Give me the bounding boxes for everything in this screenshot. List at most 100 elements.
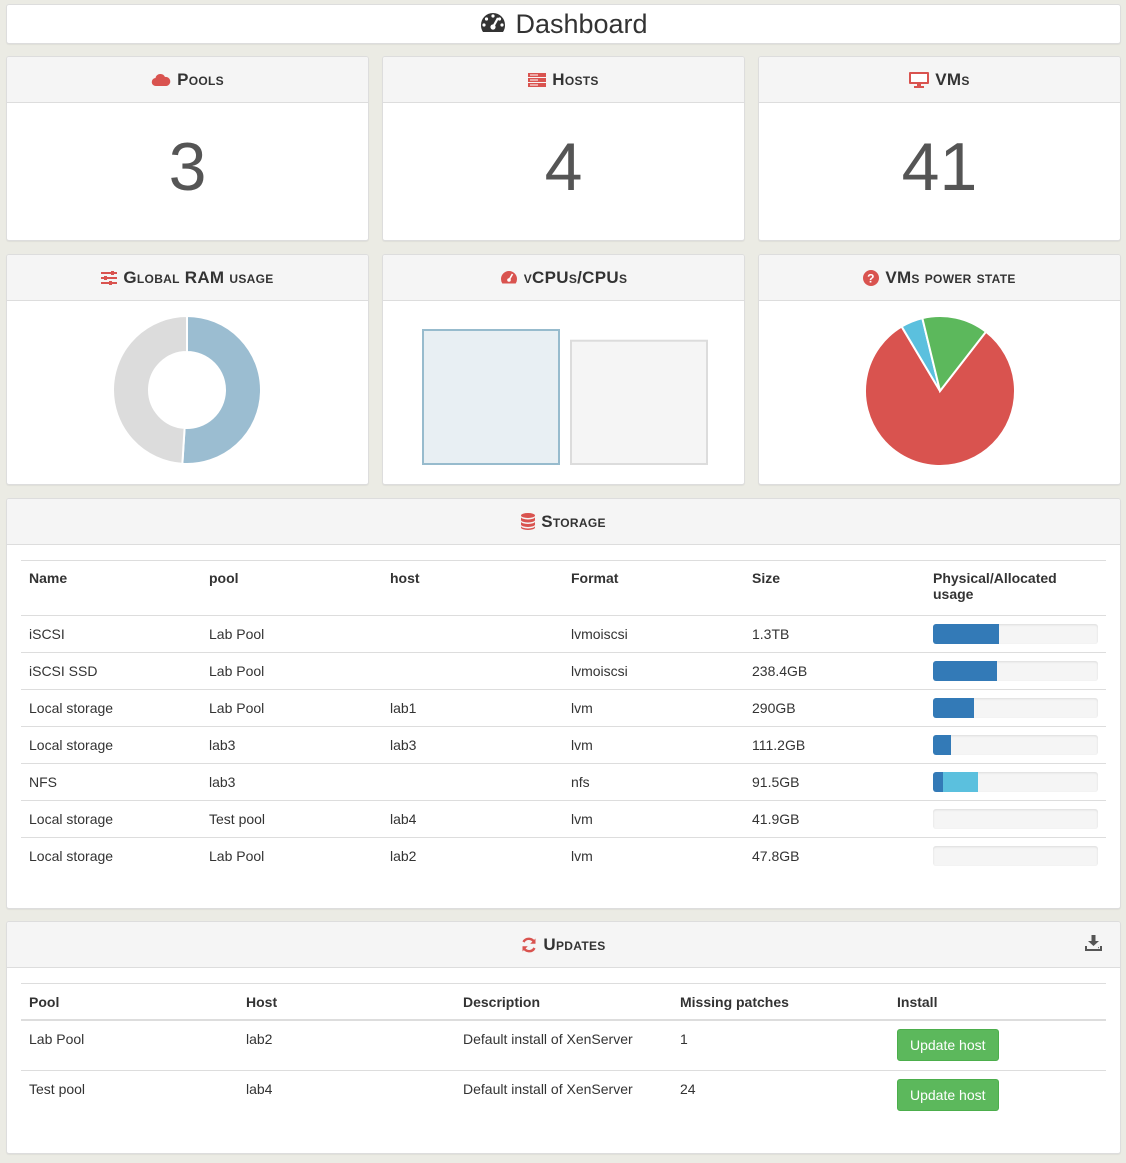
updates-panel: Updates Pool Host Description Missing pa… xyxy=(6,921,1121,1154)
update-cell-description: Default install of XenServer xyxy=(455,1019,672,1071)
storage-cell-format: lvm xyxy=(563,726,744,764)
power-panel: ? VMs power state xyxy=(758,254,1121,485)
physical-usage-fill xyxy=(933,735,952,755)
update-row: Lab Pool lab2 Default install of XenServer… xyxy=(21,1019,1106,1071)
svg-text:?: ? xyxy=(868,271,876,285)
physical-usage-fill xyxy=(933,661,998,681)
usage-progress-bar xyxy=(933,772,1098,792)
download-icon[interactable] xyxy=(1085,935,1102,956)
storage-row: iSCSI SSD Lab Pool lvmoiscsi 238.4GB xyxy=(21,652,1106,690)
usage-progress-bar xyxy=(933,624,1098,644)
power-pie-chart xyxy=(864,315,1016,467)
page-title: Dashboard xyxy=(515,8,648,39)
storage-cell-size: 47.8GB xyxy=(752,848,800,864)
col-usage: Physical/Allocated usage xyxy=(925,560,1106,616)
cpu-title: vCPUs/CPUs xyxy=(523,267,628,287)
storage-cell-pool: Lab Pool xyxy=(201,689,382,727)
sliders-icon xyxy=(101,270,118,285)
storage-cell-size: 238.4GB xyxy=(744,652,925,690)
question-circle-icon: ? xyxy=(863,269,880,286)
refresh-icon xyxy=(521,937,537,953)
storage-cell-name: iSCSI SSD xyxy=(21,652,201,690)
allocated-usage-fill xyxy=(942,772,978,792)
storage-cell-name: NFS xyxy=(21,763,201,801)
hosts-heading: Hosts xyxy=(383,57,744,103)
physical-usage-fill xyxy=(933,624,999,644)
storage-cell-format: lvmoiscsi xyxy=(563,652,744,690)
storage-header-row: Name pool host Format Size Physical/Allo… xyxy=(21,560,1106,616)
storage-cell-pool: Lab Pool xyxy=(201,615,382,653)
storage-row: Local storage Lab Pool lab2 lvm 47.8GB xyxy=(21,838,1106,875)
cpu-bar xyxy=(570,339,708,465)
storage-panel: Storage Name pool host Format Size Physi… xyxy=(6,498,1121,909)
cpu-heading: vCPUs/CPUs xyxy=(383,255,744,301)
cpu-bar-chart xyxy=(422,329,708,465)
updates-table: Pool Host Description Missing patches In… xyxy=(21,983,1106,1122)
update-row: Test pool lab4 Default install of XenServe… xyxy=(21,1071,1106,1122)
storage-row: Local storage Lab Pool lab1 lvm 290GB xyxy=(21,689,1106,727)
ram-title: Global RAM usage xyxy=(123,267,274,287)
ram-slice xyxy=(181,314,262,465)
storage-cell-format: lvm xyxy=(563,689,744,727)
storage-cell-format: lvm xyxy=(571,848,593,864)
col-host: Host xyxy=(238,983,455,1021)
col-name: Name xyxy=(21,560,201,616)
update-cell-install: Update host xyxy=(889,1019,1106,1071)
update-cell-pool: Test pool xyxy=(29,1081,86,1097)
update-host-button[interactable]: Update host xyxy=(897,1079,999,1111)
vms-heading: VMs xyxy=(759,57,1120,103)
pools-panel: Pools 3 xyxy=(6,56,369,241)
storage-cell-format: lvmoiscsi xyxy=(563,615,744,653)
storage-cell-pool: Test pool xyxy=(201,800,382,838)
update-cell-host: lab4 xyxy=(246,1081,273,1097)
storage-cell-size: 91.5GB xyxy=(744,763,925,801)
monitor-icon xyxy=(909,71,930,88)
storage-row: NFS lab3 nfs 91.5GB xyxy=(21,763,1106,801)
col-description: Description xyxy=(455,983,672,1021)
physical-usage-fill xyxy=(933,772,943,792)
storage-title: Storage xyxy=(541,511,606,531)
update-cell-description: Default install of XenServer xyxy=(463,1081,633,1097)
storage-cell-name: Local storage xyxy=(29,848,114,864)
dashboard-icon xyxy=(500,270,518,285)
usage-progress-bar xyxy=(933,809,1098,829)
dashboard-icon xyxy=(479,11,507,38)
col-host: host xyxy=(382,560,563,616)
storage-cell-host xyxy=(382,615,563,653)
hosts-panel: Hosts 4 xyxy=(382,56,745,241)
storage-row: iSCSI Lab Pool lvmoiscsi 1.3TB xyxy=(21,615,1106,653)
storage-heading: Storage xyxy=(7,499,1120,545)
storage-cell-format: lvm xyxy=(563,800,744,838)
storage-cell-usage xyxy=(925,763,1106,801)
update-host-button[interactable]: Update host xyxy=(897,1028,999,1061)
storage-cell-usage xyxy=(925,838,1106,875)
power-slice xyxy=(864,325,1016,467)
storage-table: Name pool host Format Size Physical/Allo… xyxy=(21,560,1106,875)
storage-cell-host: lab3 xyxy=(382,726,563,764)
power-heading: ? VMs power state xyxy=(759,255,1120,301)
storage-cell-host xyxy=(382,763,563,801)
storage-cell-usage xyxy=(925,652,1106,690)
power-title: VMs power state xyxy=(885,267,1016,287)
storage-cell-pool: lab3 xyxy=(201,726,382,764)
usage-progress-bar xyxy=(933,735,1098,755)
update-cell-install: Update host xyxy=(889,1071,1106,1122)
dashboard-title-panel: Dashboard xyxy=(6,4,1121,44)
storage-row: Local storage lab3 lab3 lvm 111.2GB xyxy=(21,726,1106,764)
storage-cell-size: 41.9GB xyxy=(744,800,925,838)
vms-count: 41 xyxy=(901,129,978,205)
storage-row: Local storage Test pool lab4 lvm 41.9GB xyxy=(21,800,1106,838)
physical-usage-fill xyxy=(933,698,975,718)
update-cell-missing: 1 xyxy=(672,1019,889,1071)
ram-heading: Global RAM usage xyxy=(7,255,368,301)
col-pool: Pool xyxy=(21,983,238,1021)
col-install: Install xyxy=(889,983,1106,1021)
updates-title: Updates xyxy=(543,934,606,954)
ram-panel: Global RAM usage xyxy=(6,254,369,485)
storage-cell-format: nfs xyxy=(563,763,744,801)
storage-cell-size: 290GB xyxy=(744,689,925,727)
updates-header-row: Pool Host Description Missing patches In… xyxy=(21,983,1106,1021)
update-cell-missing: 24 xyxy=(680,1081,696,1097)
col-missing-patches: Missing patches xyxy=(672,983,889,1021)
storage-cell-pool: Lab Pool xyxy=(201,652,382,690)
